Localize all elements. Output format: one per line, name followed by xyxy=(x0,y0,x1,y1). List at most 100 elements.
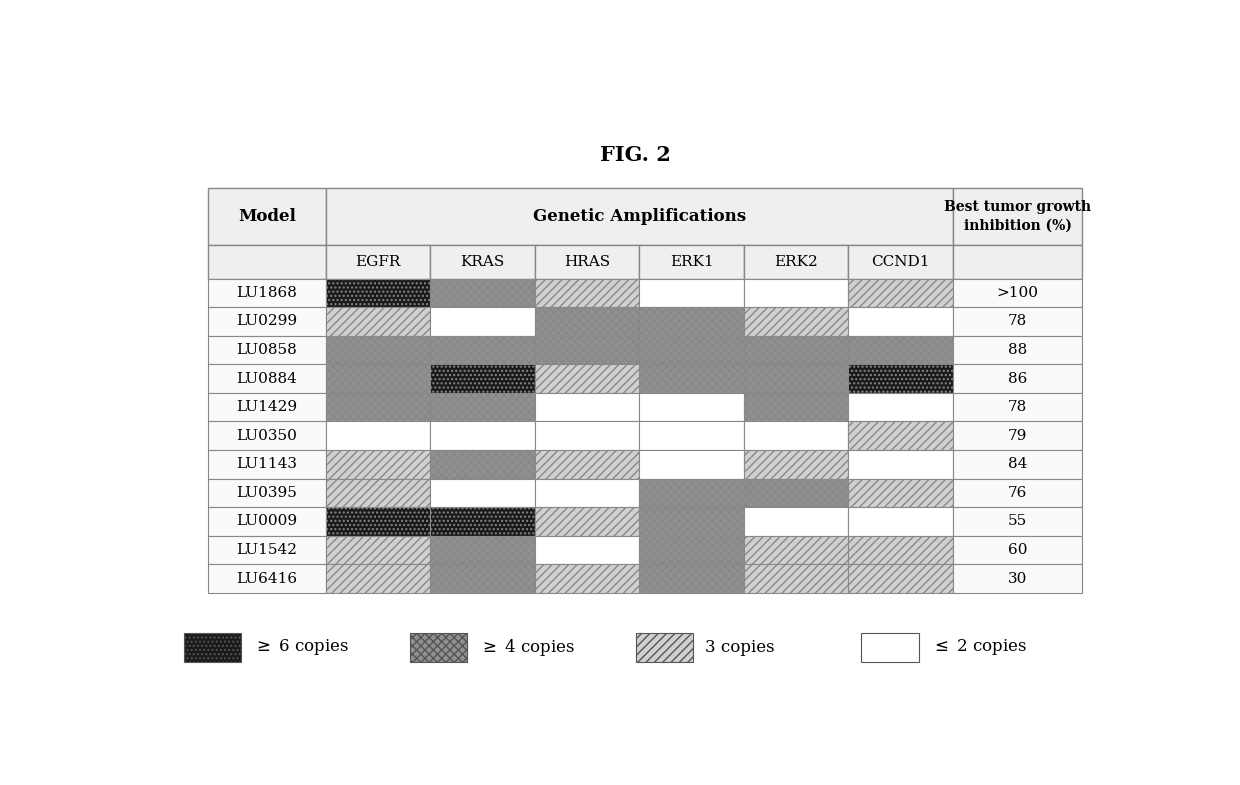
Bar xyxy=(430,479,534,507)
Bar xyxy=(208,479,326,507)
Bar xyxy=(848,564,952,593)
Bar xyxy=(744,450,848,479)
Bar xyxy=(208,507,326,535)
Text: Model: Model xyxy=(238,208,296,225)
Bar xyxy=(744,535,848,564)
Bar xyxy=(534,279,640,307)
Bar xyxy=(208,450,326,479)
Text: Best tumor growth
inhibition (%): Best tumor growth inhibition (%) xyxy=(944,200,1091,233)
Bar xyxy=(862,633,919,662)
Text: 88: 88 xyxy=(1008,343,1027,357)
Bar xyxy=(744,564,848,593)
Bar xyxy=(326,564,430,593)
Bar xyxy=(744,479,848,507)
Bar xyxy=(640,535,744,564)
Bar xyxy=(744,507,848,535)
Bar xyxy=(848,422,952,450)
Bar xyxy=(744,245,848,279)
Bar xyxy=(848,535,952,564)
Bar xyxy=(952,422,1083,450)
Bar xyxy=(430,245,534,279)
Text: 86: 86 xyxy=(1008,371,1027,385)
Bar xyxy=(184,633,242,662)
Bar xyxy=(430,507,534,535)
Bar xyxy=(430,564,534,593)
Bar xyxy=(848,279,952,307)
Text: LU1143: LU1143 xyxy=(237,458,298,471)
Bar xyxy=(534,535,640,564)
Bar xyxy=(534,364,640,392)
Bar xyxy=(326,336,430,364)
Bar xyxy=(208,564,326,593)
Bar xyxy=(640,564,744,593)
Bar xyxy=(534,422,640,450)
Bar xyxy=(744,307,848,336)
Text: KRAS: KRAS xyxy=(460,255,505,269)
Bar xyxy=(208,364,326,392)
Text: 60: 60 xyxy=(1008,543,1028,557)
Text: LU0858: LU0858 xyxy=(237,343,298,357)
Text: LU0395: LU0395 xyxy=(237,486,298,500)
Bar xyxy=(640,336,744,364)
Bar xyxy=(534,507,640,535)
Bar xyxy=(744,392,848,422)
Bar xyxy=(326,422,430,450)
Text: Genetic Amplifications: Genetic Amplifications xyxy=(533,208,746,225)
Bar xyxy=(635,633,693,662)
Bar xyxy=(848,307,952,336)
Bar xyxy=(326,450,430,479)
Bar xyxy=(952,245,1083,279)
Bar xyxy=(430,535,534,564)
Bar xyxy=(952,535,1083,564)
Bar xyxy=(430,422,534,450)
Bar xyxy=(326,479,430,507)
Text: FIG. 2: FIG. 2 xyxy=(600,144,671,165)
Text: $\geq$ 4 copies: $\geq$ 4 copies xyxy=(479,637,575,658)
Text: LU0299: LU0299 xyxy=(237,315,298,328)
Text: $\leq$ 2 copies: $\leq$ 2 copies xyxy=(930,637,1027,657)
Bar xyxy=(534,479,640,507)
Bar xyxy=(848,479,952,507)
Bar xyxy=(534,392,640,422)
Text: LU0350: LU0350 xyxy=(237,429,298,443)
Bar xyxy=(640,450,744,479)
Bar xyxy=(326,392,430,422)
Text: EGFR: EGFR xyxy=(356,255,401,269)
Text: 76: 76 xyxy=(1008,486,1027,500)
Bar xyxy=(640,245,744,279)
Bar xyxy=(848,336,952,364)
Text: 78: 78 xyxy=(1008,400,1027,414)
Bar xyxy=(430,336,534,364)
Bar xyxy=(640,507,744,535)
Text: 79: 79 xyxy=(1008,429,1027,443)
Text: 78: 78 xyxy=(1008,315,1027,328)
Bar xyxy=(534,307,640,336)
Bar xyxy=(640,307,744,336)
Text: HRAS: HRAS xyxy=(564,255,610,269)
Bar xyxy=(640,422,744,450)
Bar xyxy=(952,279,1083,307)
Bar xyxy=(326,245,430,279)
Text: LU1868: LU1868 xyxy=(237,286,298,300)
Bar xyxy=(952,364,1083,392)
Bar xyxy=(326,279,430,307)
Bar xyxy=(640,364,744,392)
Bar xyxy=(744,336,848,364)
Bar xyxy=(430,307,534,336)
Bar xyxy=(208,279,326,307)
Text: 84: 84 xyxy=(1008,458,1027,471)
Text: ERK2: ERK2 xyxy=(774,255,818,269)
Bar xyxy=(430,450,534,479)
Text: 3 copies: 3 copies xyxy=(704,639,774,655)
Bar xyxy=(430,392,534,422)
Text: $\geq$ 6 copies: $\geq$ 6 copies xyxy=(253,637,350,657)
Text: LU1429: LU1429 xyxy=(237,400,298,414)
Bar xyxy=(208,392,326,422)
Text: LU0009: LU0009 xyxy=(237,514,298,528)
Bar xyxy=(952,450,1083,479)
Bar xyxy=(208,336,326,364)
Bar xyxy=(326,507,430,535)
Bar xyxy=(952,307,1083,336)
Bar xyxy=(848,450,952,479)
Bar xyxy=(430,279,534,307)
